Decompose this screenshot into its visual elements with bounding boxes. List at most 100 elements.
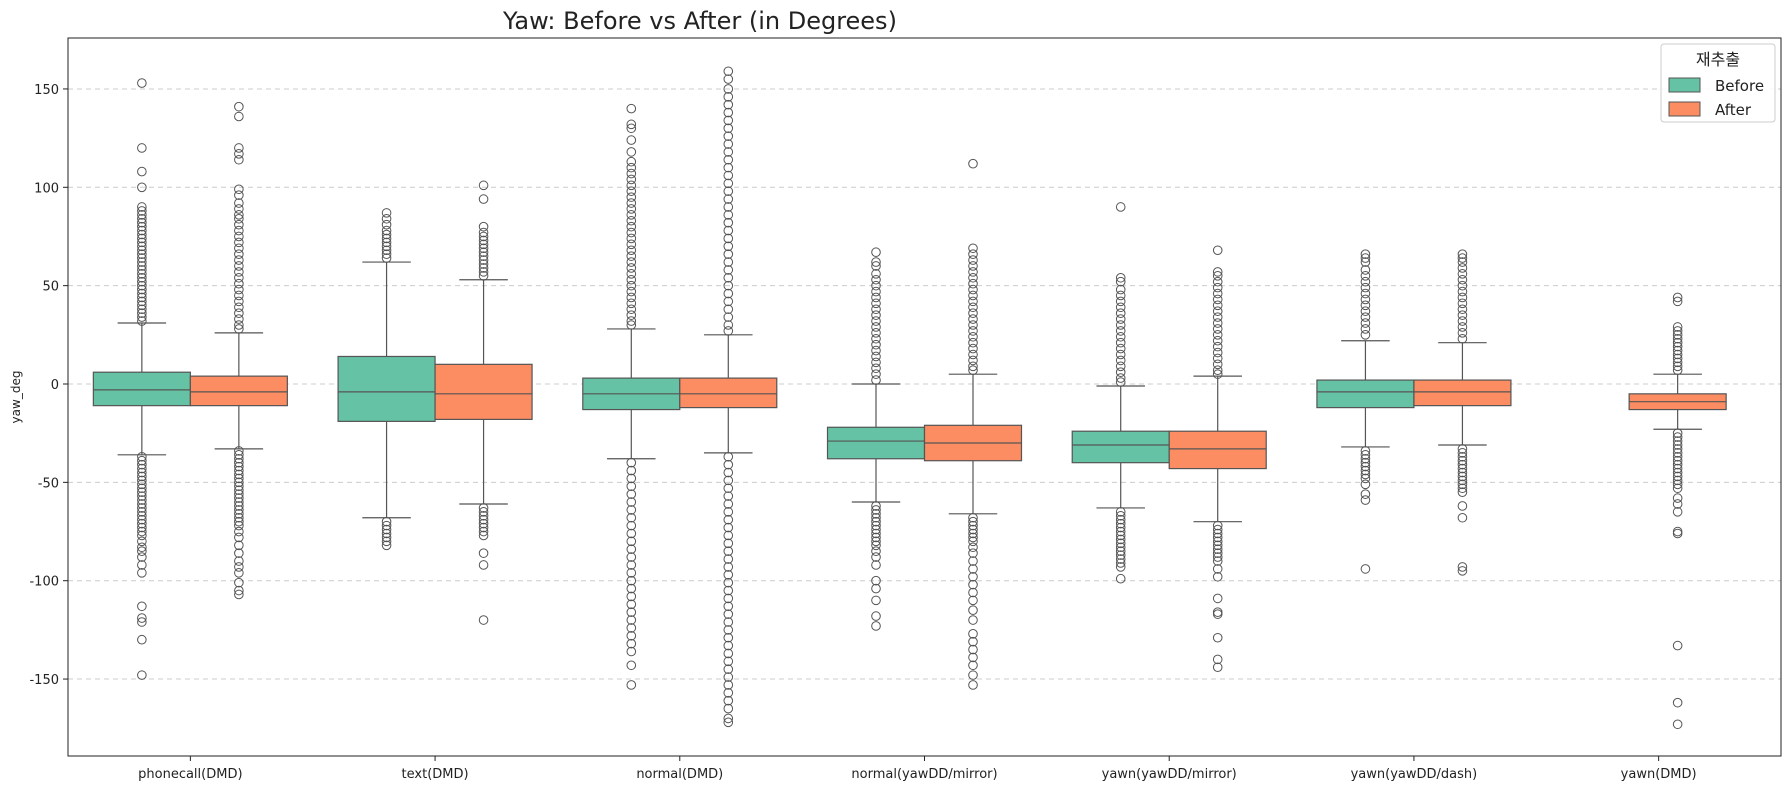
outlier-point: [1672, 349, 1683, 360]
outlier-point: [1672, 471, 1683, 482]
outlier-point: [1360, 469, 1371, 480]
outlier-point: [626, 497, 637, 507]
outlier-point: [478, 615, 489, 625]
outlier-point: [478, 247, 489, 258]
outlier-point: [871, 540, 881, 551]
outlier-point: [137, 491, 147, 501]
outlier-point: [1672, 333, 1683, 344]
outlier-point: [137, 143, 147, 153]
outlier-point: [137, 261, 147, 271]
outlier-point: [1672, 326, 1683, 336]
outlier-point: [1672, 448, 1683, 458]
outlier-point: [626, 615, 637, 625]
outlier-point: [723, 162, 734, 173]
outlier-point: [137, 499, 147, 509]
outlier-point: [1115, 331, 1126, 342]
outlier-point: [626, 221, 637, 232]
outlier-point: [626, 280, 637, 291]
outlier-point: [1360, 330, 1371, 340]
outlier-point: [871, 501, 881, 511]
outlier-point: [137, 522, 147, 533]
outlier-point: [1360, 288, 1371, 299]
outlier-point: [137, 253, 147, 263]
outlier-point: [626, 638, 637, 649]
outlier-point: [1457, 444, 1468, 454]
outlier-point: [1672, 330, 1683, 340]
outlier-point: [968, 290, 978, 301]
outlier-point: [723, 84, 734, 94]
outlier-point: [1115, 296, 1126, 307]
outlier-point: [1212, 654, 1223, 665]
outlier-point: [234, 255, 244, 265]
outlier-point: [1672, 337, 1683, 348]
outlier-point: [1672, 463, 1683, 474]
outlier-point: [137, 272, 147, 283]
outlier-point: [968, 320, 978, 330]
outlier-point: [968, 520, 978, 531]
outlier-point: [723, 241, 734, 252]
outlier-point: [234, 509, 244, 519]
outlier-point: [137, 296, 147, 307]
outlier-point: [234, 568, 244, 578]
outlier-point: [137, 257, 147, 267]
outlier-point: [137, 249, 147, 259]
outlier-point: [137, 467, 147, 478]
outlier-point: [626, 316, 637, 326]
outlier-point: [234, 190, 244, 200]
outlier-point: [626, 489, 637, 499]
outlier-point: [968, 314, 978, 324]
outlier-point: [137, 213, 147, 224]
outlier-point: [478, 259, 489, 269]
outlier-point: [871, 583, 881, 594]
outlier-point: [234, 453, 244, 464]
outlier-point: [1212, 593, 1223, 604]
outlier-point: [723, 601, 734, 612]
outlier-point: [1672, 479, 1683, 490]
outlier-point: [478, 255, 489, 265]
outlier-point: [871, 247, 881, 258]
outlier-point: [1457, 512, 1468, 523]
outlier-point: [1457, 249, 1468, 259]
outlier-point: [137, 526, 147, 537]
outlier-point: [1672, 697, 1683, 708]
outlier-point: [968, 308, 978, 318]
outlier-point: [968, 278, 978, 289]
outlier-point: [137, 241, 147, 252]
outlier-point: [478, 530, 489, 541]
outlier-point: [723, 688, 734, 698]
y-tick-label: -100: [29, 575, 59, 590]
y-tick-label: 0: [51, 378, 59, 393]
outlier-point: [968, 556, 978, 566]
outlier-point: [137, 568, 147, 578]
outlier-point: [1212, 532, 1223, 543]
outlier-point: [1360, 457, 1371, 468]
outlier-point: [234, 556, 244, 566]
outlier-point: [626, 292, 637, 303]
outlier-point: [1672, 640, 1683, 651]
outlier-point: [1457, 448, 1468, 458]
legend-label-after: After: [1715, 101, 1752, 119]
outlier-point: [1672, 528, 1683, 539]
outlier-point: [968, 243, 978, 254]
outlier-point: [1115, 276, 1126, 287]
outlier-point: [1212, 312, 1223, 322]
box-plot: [679, 66, 778, 728]
outlier-point: [137, 613, 147, 623]
outlier-point: [723, 131, 734, 141]
outlier-point: [234, 562, 244, 572]
outlier-point: [1115, 202, 1126, 212]
outlier-point: [1457, 274, 1468, 285]
outlier-point: [234, 450, 244, 460]
outlier-point: [1115, 272, 1126, 283]
outlier-point: [723, 491, 734, 501]
outlier-point: [626, 123, 637, 134]
outlier-point: [1672, 361, 1683, 372]
outlier-point: [723, 475, 734, 486]
outlier-point: [968, 564, 978, 574]
outlier-point: [234, 497, 244, 507]
outlier-point: [137, 507, 147, 517]
outlier-point: [723, 320, 734, 330]
outlier-point: [1115, 349, 1126, 360]
box-iqr: [1071, 430, 1170, 464]
outlier-point: [234, 512, 244, 523]
